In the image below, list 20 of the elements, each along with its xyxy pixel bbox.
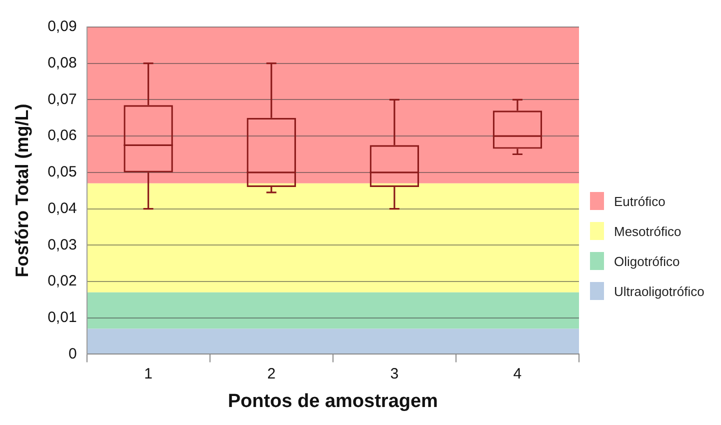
y-tick-label: 0,05 [48,164,77,181]
x-tick-label: 1 [144,365,152,382]
legend-label: Ultraoligotrófico [614,284,704,298]
x-tick-label: 2 [267,365,276,382]
y-tick-label: 0,08 [48,54,77,72]
y-tick-label: 0,01 [48,308,77,326]
x-tick-label: 4 [513,365,522,382]
y-tick-label: 0,09 [48,18,77,36]
x-axis-title: Pontos de amostragem [228,390,438,412]
legend-label: Oligotrófico [614,254,680,268]
y-tick-label: 0,03 [48,236,77,254]
y-tick-label: 0,04 [48,200,77,217]
legend-label: Eutrófico [614,194,666,208]
band-label: Mesotrófico [614,224,682,238]
y-tick-label: 0,02 [48,272,77,290]
y-tick-label: 0 [68,345,77,362]
y-axis-title: Fosfóro Total (mg/L) [12,104,32,278]
y-tick-label: 0,07 [48,90,77,108]
x-tick-label: 3 [390,365,399,382]
y-tick-label: 0,06 [48,127,77,144]
